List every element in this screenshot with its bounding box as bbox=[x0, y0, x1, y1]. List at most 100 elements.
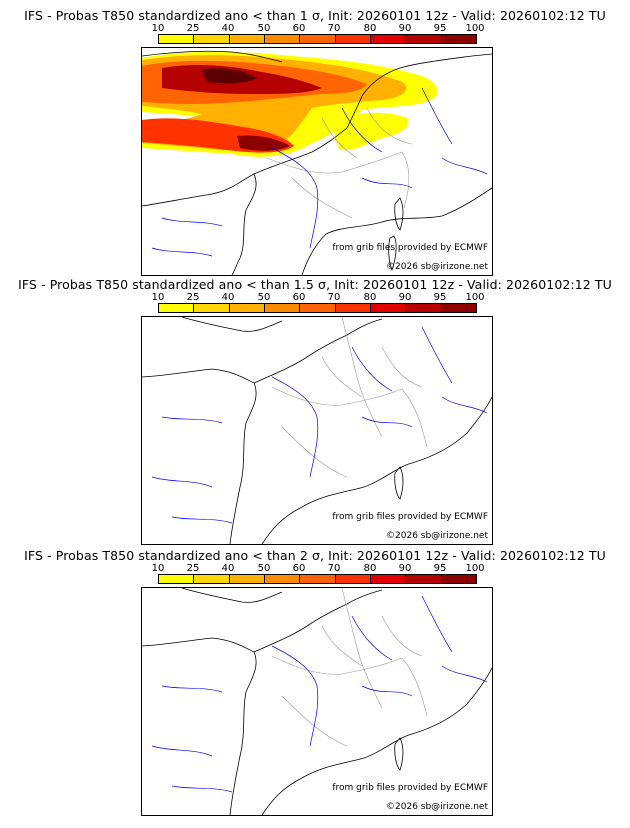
basemap bbox=[142, 317, 492, 544]
admin-borders bbox=[266, 107, 413, 219]
scale-swatch bbox=[370, 35, 407, 43]
panel-title: IFS - Probas T850 standardized ano < tha… bbox=[24, 8, 606, 23]
scale-swatch bbox=[264, 304, 301, 312]
scale-tick: 90 bbox=[398, 23, 412, 34]
channel-coastline bbox=[253, 318, 383, 384]
scale-tick: 10 bbox=[151, 23, 165, 34]
corsica-outline bbox=[394, 737, 404, 771]
atlantic-coastline bbox=[142, 368, 257, 544]
scale-swatch bbox=[229, 575, 265, 583]
scale-tick: 95 bbox=[433, 23, 447, 34]
atlantic-coastline bbox=[142, 637, 257, 815]
color-scale-labels: 10 25 40 50 60 70 80 90 95 100 bbox=[152, 563, 485, 575]
map-canvas bbox=[142, 588, 492, 815]
mediterranean-coastline bbox=[261, 667, 492, 815]
corsica-outline bbox=[394, 197, 404, 231]
scale-tick: 25 bbox=[186, 292, 200, 303]
probability-shading bbox=[142, 51, 438, 157]
scale-tick: 40 bbox=[221, 292, 235, 303]
scale-swatch bbox=[159, 575, 195, 583]
scale-swatch bbox=[406, 35, 442, 43]
map-canvas bbox=[142, 50, 492, 275]
scale-tick: 10 bbox=[151, 292, 165, 303]
scale-tick: 25 bbox=[186, 563, 200, 574]
probability-map: from grib files provided by ECMWF ©2026 … bbox=[141, 316, 493, 545]
scale-tick: 70 bbox=[327, 292, 341, 303]
color-scale-labels: 10 25 40 50 60 70 80 90 95 100 bbox=[152, 292, 485, 304]
scale-tick: 100 bbox=[465, 292, 485, 303]
sardinia-outline bbox=[388, 235, 397, 272]
scale-swatch bbox=[300, 575, 336, 583]
mediterranean-coastline bbox=[261, 396, 492, 544]
corsica-outline bbox=[394, 466, 404, 500]
channel-coastline bbox=[253, 589, 383, 653]
mediterranean-coastline bbox=[301, 187, 492, 275]
scale-tick: 90 bbox=[398, 563, 412, 574]
scale-tick: 60 bbox=[292, 292, 306, 303]
copyright-credit: ©2026 sb@irizone.net bbox=[386, 802, 488, 812]
scale-tick: 90 bbox=[398, 292, 412, 303]
scale-tick: 100 bbox=[465, 23, 485, 34]
scale-swatch bbox=[406, 575, 442, 583]
panel-title: IFS - Probas T850 standardized ano < tha… bbox=[18, 277, 612, 292]
data-source-credit: from grib files provided by ECMWF bbox=[332, 512, 488, 522]
scale-swatch bbox=[229, 304, 265, 312]
scale-swatch bbox=[335, 304, 371, 312]
scale-swatch bbox=[406, 304, 442, 312]
panel-title: IFS - Probas T850 standardized ano < tha… bbox=[24, 548, 606, 563]
color-scale-bar bbox=[158, 34, 477, 44]
scale-swatch bbox=[335, 35, 371, 43]
scale-swatch bbox=[441, 35, 476, 43]
rivers bbox=[151, 326, 488, 524]
admin-borders bbox=[271, 317, 428, 478]
scale-tick: 50 bbox=[257, 292, 271, 303]
scale-tick: 10 bbox=[151, 563, 165, 574]
rivers bbox=[151, 595, 488, 793]
scale-tick: 50 bbox=[257, 563, 271, 574]
map-panel-2: IFS - Probas T850 standardized ano < tha… bbox=[0, 277, 630, 547]
scale-swatch bbox=[264, 575, 301, 583]
scale-tick: 80 bbox=[363, 563, 377, 574]
uk-coastline bbox=[181, 317, 283, 332]
color-scale-bar bbox=[158, 303, 477, 313]
scale-swatch bbox=[441, 575, 476, 583]
scale-swatch bbox=[264, 35, 301, 43]
scale-tick: 60 bbox=[292, 563, 306, 574]
map-panel-3: IFS - Probas T850 standardized ano < tha… bbox=[0, 548, 630, 818]
scale-swatch bbox=[441, 304, 476, 312]
prob-area-95 bbox=[237, 135, 290, 151]
basemap bbox=[142, 50, 492, 275]
scale-tick: 95 bbox=[433, 563, 447, 574]
prob-area-10 bbox=[334, 112, 409, 151]
uk-coastline bbox=[181, 588, 283, 603]
prob-area-100 bbox=[202, 68, 257, 84]
atlantic-coastline bbox=[142, 173, 257, 275]
uk-coastline bbox=[142, 50, 283, 63]
color-scale-bar bbox=[158, 574, 477, 584]
scale-swatch bbox=[300, 35, 336, 43]
scale-swatch bbox=[194, 304, 230, 312]
basemap bbox=[142, 588, 492, 815]
scale-tick: 70 bbox=[327, 563, 341, 574]
scale-swatch bbox=[229, 35, 265, 43]
scale-swatch bbox=[194, 35, 230, 43]
data-source-credit: from grib files provided by ECMWF bbox=[332, 243, 488, 253]
copyright-credit: ©2026 sb@irizone.net bbox=[386, 531, 488, 541]
scale-tick: 70 bbox=[327, 23, 341, 34]
scale-swatch bbox=[159, 304, 195, 312]
scale-swatch bbox=[159, 35, 195, 43]
scale-swatch bbox=[370, 304, 407, 312]
map-canvas bbox=[142, 317, 492, 544]
scale-swatch bbox=[335, 575, 371, 583]
scale-tick: 60 bbox=[292, 23, 306, 34]
channel-coastline bbox=[253, 53, 492, 175]
scale-tick: 40 bbox=[221, 23, 235, 34]
copyright-credit: ©2026 sb@irizone.net bbox=[386, 262, 488, 272]
probability-map: from grib files provided by ECMWF ©2026 … bbox=[141, 47, 493, 276]
scale-tick: 95 bbox=[433, 292, 447, 303]
scale-tick: 40 bbox=[221, 563, 235, 574]
data-source-credit: from grib files provided by ECMWF bbox=[332, 783, 488, 793]
scale-swatch bbox=[194, 575, 230, 583]
color-scale-labels: 10 25 40 50 60 70 80 90 95 100 bbox=[152, 23, 485, 35]
probability-map: from grib files provided by ECMWF ©2026 … bbox=[141, 587, 493, 816]
